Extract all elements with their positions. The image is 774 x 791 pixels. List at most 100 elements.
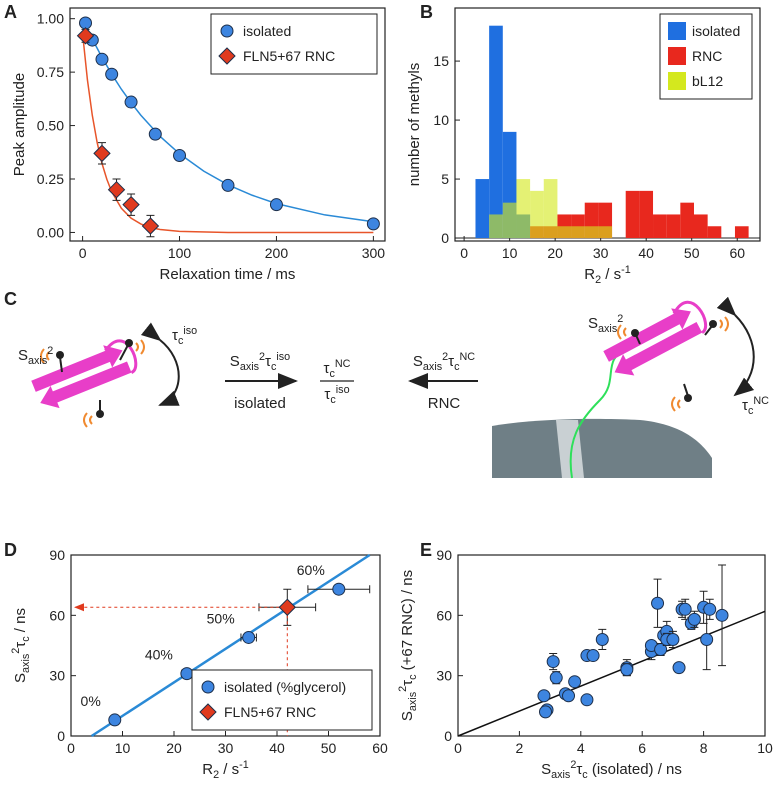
- y-tick-label: 0.50: [37, 118, 64, 134]
- label-part: c: [582, 769, 588, 781]
- label-part: NC: [335, 358, 351, 370]
- x-axis-label: R2 / s-1: [202, 759, 248, 781]
- y-tick-label: 0.25: [37, 171, 64, 187]
- marker: [105, 67, 119, 81]
- bar: [639, 190, 654, 239]
- fit-line: [457, 610, 766, 737]
- marker: [666, 632, 680, 646]
- marker: [537, 689, 551, 703]
- x-tick-label: 100: [168, 245, 192, 261]
- x-tick-label: 0: [67, 740, 75, 756]
- label-part: S: [413, 353, 423, 370]
- label-part: 2: [570, 759, 576, 771]
- label-part: number of methyls: [406, 63, 423, 186]
- x-tick-label: 0: [460, 245, 468, 261]
- label-part: iso: [183, 325, 197, 337]
- label-part: 2: [47, 345, 53, 357]
- label-part: c: [330, 394, 336, 406]
- label-part: (+67 RNC) / ns: [399, 570, 416, 675]
- bar: [475, 179, 490, 239]
- x-tick-label: 10: [757, 740, 773, 756]
- panel-letter: E: [420, 540, 432, 560]
- x-axis-label: Saxis2τc (isolated) / ns: [541, 759, 682, 781]
- label-part: τ: [399, 680, 416, 686]
- label-part: τ: [172, 327, 178, 344]
- label-part: c: [407, 674, 419, 680]
- label-part: c: [454, 361, 460, 373]
- legend-box: [210, 13, 378, 75]
- label-part: NC: [459, 351, 475, 363]
- marker: [687, 612, 701, 626]
- panel-letter: D: [4, 540, 17, 560]
- marker: [201, 680, 215, 694]
- legend-label: isolated: [692, 23, 740, 39]
- label-part: 2: [595, 274, 601, 286]
- x-tick-label: 30: [218, 740, 234, 756]
- panel-letter: C: [4, 289, 17, 309]
- bar: [680, 202, 694, 239]
- label-part: 2: [617, 313, 623, 325]
- x-tick-label: 200: [265, 245, 289, 261]
- label-part: (isolated) / ns: [588, 761, 682, 778]
- x-tick-label: 4: [577, 740, 585, 756]
- y-tick-label: 0.75: [37, 64, 64, 80]
- y-tick-label: 15: [433, 53, 449, 69]
- marker: [93, 144, 111, 163]
- label-part: τ: [265, 353, 271, 370]
- y-axis-label: Saxis2τc (+67 RNC) / ns: [397, 570, 419, 721]
- y-tick-label: 30: [436, 668, 452, 684]
- label-part: NC: [753, 395, 769, 407]
- label-part: S: [230, 353, 240, 370]
- marker: [332, 582, 346, 596]
- x-tick-label: 10: [115, 740, 131, 756]
- legend-label: FLN5+67 RNC: [224, 704, 316, 720]
- marker: [122, 195, 140, 214]
- y-tick-label: 0: [441, 230, 449, 246]
- marker: [580, 693, 594, 707]
- panel-letter: A: [4, 2, 17, 22]
- fit-line: [90, 553, 371, 738]
- legend-swatch: [668, 22, 686, 40]
- marker: [221, 178, 235, 192]
- marker: [108, 713, 122, 727]
- label-part: / s: [219, 761, 239, 778]
- bar: [543, 179, 558, 239]
- diagram-label: τciso: [172, 325, 197, 347]
- x-tick-label: 20: [547, 245, 563, 261]
- marker: [124, 95, 138, 109]
- marker: [562, 689, 576, 703]
- label-part: τ: [12, 642, 29, 648]
- legend-label: isolated (%glycerol): [224, 679, 346, 695]
- y-tick-label: 0: [444, 728, 452, 744]
- diagram-label: RNC: [428, 395, 461, 412]
- marker: [549, 671, 563, 685]
- bar: [571, 226, 585, 239]
- label-part: Relaxation time / ms: [160, 266, 296, 283]
- marker: [672, 661, 686, 675]
- y-tick-label: 1.00: [37, 11, 64, 27]
- x-tick-label: 20: [166, 740, 182, 756]
- bar: [489, 214, 503, 239]
- diagram-label: isolated: [234, 395, 286, 412]
- plot-frame: [457, 554, 766, 737]
- x-tick-label: 50: [321, 740, 337, 756]
- bar: [653, 214, 667, 239]
- marker: [595, 632, 609, 646]
- label-part: c: [748, 405, 754, 417]
- bar: [502, 202, 517, 239]
- label-part: 2: [10, 648, 22, 654]
- marker: [269, 198, 283, 212]
- label-part: axis: [28, 355, 48, 367]
- diagram-label: τciso: [324, 384, 349, 406]
- label-part: S: [588, 315, 598, 332]
- y-tick-label: 60: [436, 607, 452, 623]
- label-part: τ: [324, 386, 330, 403]
- marker: [148, 127, 162, 141]
- diagram-label: Saxis2τcNC: [413, 351, 475, 373]
- marker: [199, 703, 217, 721]
- x-tick-label: 40: [269, 740, 285, 756]
- label-part: RNC: [428, 395, 461, 412]
- panel-letter: B: [420, 2, 433, 22]
- legend-box: [191, 669, 373, 731]
- label-part: Peak amplitude: [11, 73, 28, 176]
